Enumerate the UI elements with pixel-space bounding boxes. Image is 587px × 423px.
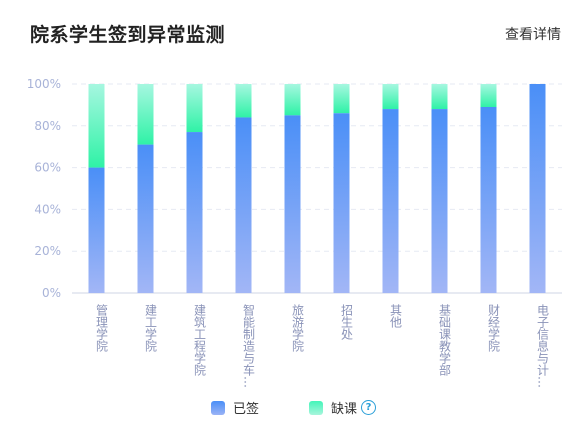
bar-signed[interactable] <box>382 109 399 293</box>
bar-absent[interactable] <box>186 84 203 133</box>
legend-label-absent: 缺课 <box>331 402 358 417</box>
bar-signed[interactable] <box>235 117 252 293</box>
bar-absent[interactable] <box>235 84 252 118</box>
attendance-chart: 0% 20% 40% 60% 80% 100% 管理学院 建工学院 建筑工程学院 智能制造与车…… <box>27 77 562 388</box>
help-icon[interactable]: ? <box>361 400 377 415</box>
bar-signed[interactable] <box>431 109 448 293</box>
x-tick-label: 其他 <box>389 304 403 328</box>
bar-absent[interactable] <box>382 84 399 110</box>
y-tick-label: 100% <box>27 77 61 91</box>
x-tick-label: 智能制造与车… <box>242 303 256 388</box>
bar-absent[interactable] <box>480 84 497 107</box>
bar-signed[interactable] <box>88 167 105 293</box>
x-tick-label: 建工学院 <box>144 304 158 352</box>
x-tick-label: 电子信息与计… <box>536 304 550 388</box>
legend-swatch-signed <box>210 400 225 415</box>
bar-absent[interactable] <box>333 84 350 114</box>
chart-legend: 已签 缺课 ? <box>0 398 587 417</box>
view-details-link[interactable]: 查看详情 <box>505 27 561 43</box>
x-tick-label: 招生处 <box>340 304 354 341</box>
y-tick-label: 60% <box>34 161 61 175</box>
legend-item-signed[interactable]: 已签 <box>210 398 259 417</box>
bar-signed[interactable] <box>186 132 203 293</box>
bar-signed[interactable] <box>529 84 546 293</box>
legend-item-absent[interactable]: 缺课 ? <box>309 398 377 417</box>
bar-absent[interactable] <box>137 84 154 145</box>
x-tick-label: 建筑工程学院 <box>193 304 207 376</box>
bar-signed[interactable] <box>284 115 301 293</box>
legend-swatch-absent <box>309 400 323 415</box>
y-tick-label: 0% <box>42 286 61 300</box>
y-tick-label: 40% <box>34 202 61 216</box>
x-tick-label: 基础课教学部 <box>438 304 452 376</box>
x-tick-label: 旅游学院 <box>291 304 305 352</box>
bar-signed[interactable] <box>480 106 497 294</box>
y-tick-label: 80% <box>34 119 61 133</box>
bar-signed[interactable] <box>137 144 154 293</box>
x-tick-label: 管理学院 <box>95 303 109 352</box>
bar-signed[interactable] <box>333 113 350 293</box>
bar-absent[interactable] <box>431 84 448 110</box>
legend-label-signed: 已签 <box>232 402 259 417</box>
y-tick-label: 20% <box>34 244 61 258</box>
x-tick-label: 财经学院 <box>487 304 501 352</box>
chart-title: 院系学生签到异常监测 <box>30 24 226 46</box>
bar-absent[interactable] <box>88 84 105 168</box>
bar-absent[interactable] <box>284 84 301 116</box>
